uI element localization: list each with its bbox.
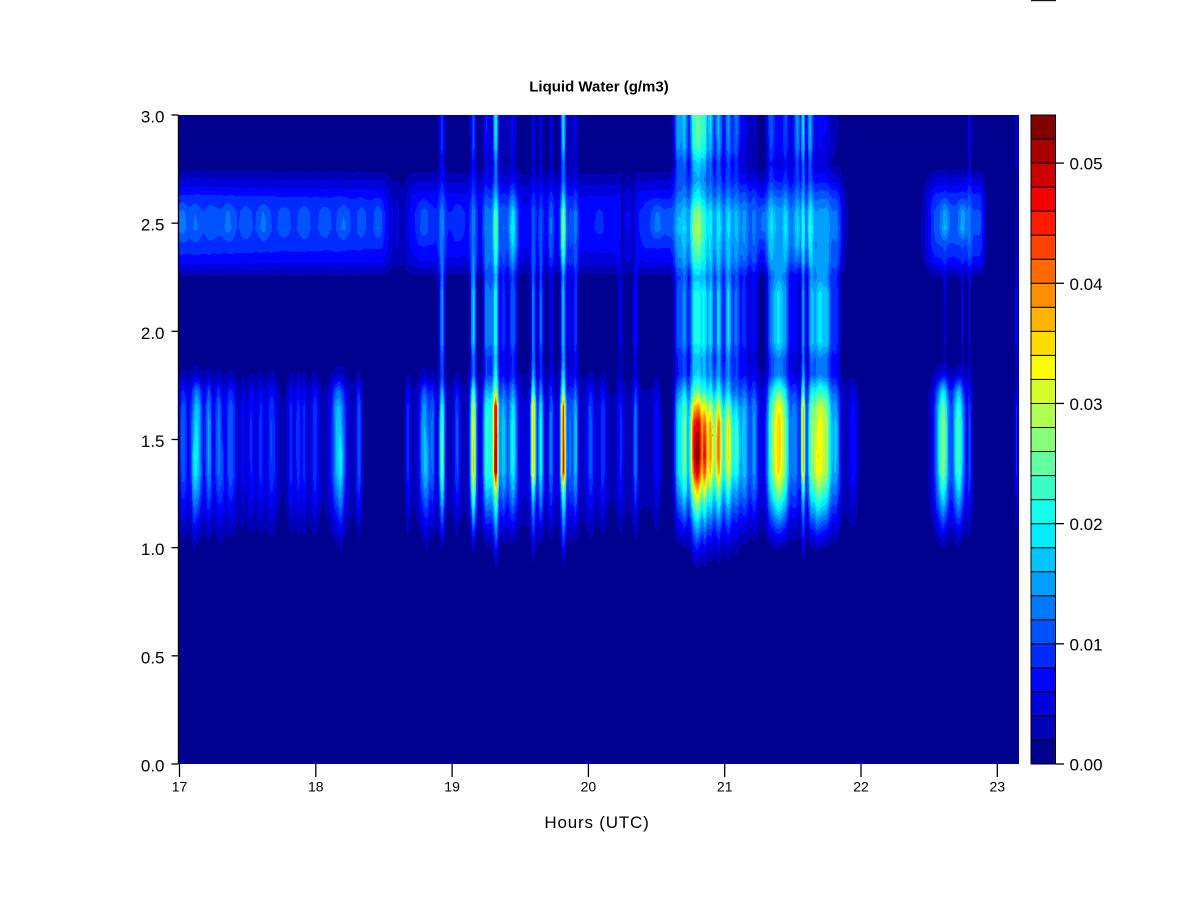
svg-text:Liquid Water (g/m3): Liquid Water (g/m3) xyxy=(529,79,668,96)
svg-text:19: 19 xyxy=(444,779,460,795)
svg-text:0.02: 0.02 xyxy=(1070,515,1103,534)
svg-text:22: 22 xyxy=(853,779,869,795)
svg-text:20: 20 xyxy=(581,779,597,795)
svg-text:0.04: 0.04 xyxy=(1070,275,1103,294)
svg-text:0.00: 0.00 xyxy=(1070,756,1103,775)
svg-text:0.0: 0.0 xyxy=(141,757,165,776)
svg-text:0.03: 0.03 xyxy=(1070,395,1103,414)
svg-text:2.5: 2.5 xyxy=(141,216,165,235)
svg-text:21: 21 xyxy=(717,779,733,795)
svg-text:1.5: 1.5 xyxy=(141,432,165,451)
svg-text:3.0: 3.0 xyxy=(141,108,165,127)
svg-text:18: 18 xyxy=(308,779,324,795)
svg-text:0.01: 0.01 xyxy=(1070,635,1103,654)
svg-text:Hours (UTC): Hours (UTC) xyxy=(544,813,649,832)
svg-text:1.0: 1.0 xyxy=(141,540,165,559)
svg-text:17: 17 xyxy=(172,779,188,795)
svg-text:23: 23 xyxy=(990,779,1006,795)
svg-text:2.0: 2.0 xyxy=(141,324,165,343)
svg-text:0.05: 0.05 xyxy=(1070,155,1103,174)
svg-text:0.5: 0.5 xyxy=(141,648,165,667)
